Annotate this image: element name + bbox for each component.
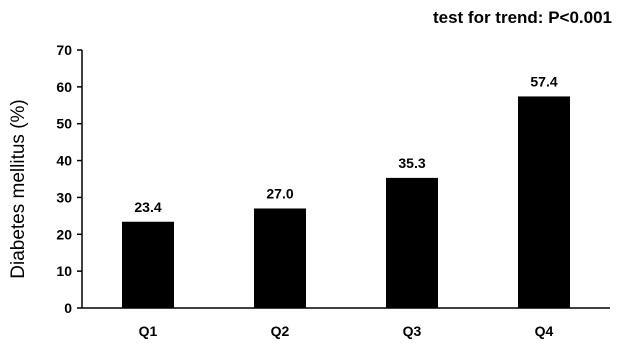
y-tick-label: 0 — [64, 300, 72, 316]
y-axis-label: Diabetes mellitus (%) — [8, 99, 29, 279]
y-tick-label: 20 — [56, 226, 72, 242]
y-tick-label: 70 — [56, 42, 72, 58]
y-ticks: 0 10 20 30 40 50 60 70 — [56, 42, 82, 316]
data-label-q3: 35.3 — [398, 155, 425, 171]
data-label-q1: 23.4 — [134, 199, 161, 215]
y-tick-label: 60 — [56, 79, 72, 95]
data-label-q4: 57.4 — [530, 73, 557, 89]
x-tick-label: Q3 — [403, 323, 422, 339]
y-tick-label: 10 — [56, 263, 72, 279]
bar-q1 — [122, 221, 174, 308]
y-tick-label: 40 — [56, 153, 72, 169]
y-tick-label: 30 — [56, 189, 72, 205]
bars: 23.4 27.0 35.3 57.4 — [122, 73, 570, 308]
x-tick-label: Q4 — [535, 323, 554, 339]
trend-test-annotation: test for trend: P<0.001 — [432, 8, 612, 27]
bar-q4 — [518, 96, 570, 308]
x-ticks: Q1 Q2 Q3 Q4 — [139, 323, 554, 339]
x-tick-label: Q2 — [271, 323, 290, 339]
bar-q3 — [386, 177, 438, 308]
bar-q2 — [254, 208, 306, 308]
y-tick-label: 50 — [56, 116, 72, 132]
x-tick-label: Q1 — [139, 323, 158, 339]
data-label-q2: 27.0 — [266, 185, 293, 201]
